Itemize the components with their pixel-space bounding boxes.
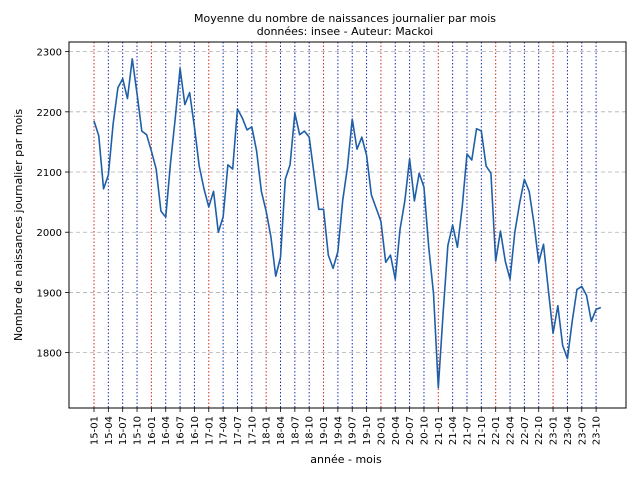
x-tick-label: 21-04 — [448, 416, 459, 445]
chart-subtitle: données: insee - Auteur: Mackoi — [257, 25, 434, 38]
series-line — [93, 58, 602, 389]
y-tick-label: 2000 — [37, 228, 62, 239]
x-tick-label: 22-10 — [534, 416, 545, 445]
x-tick-label: 20-10 — [419, 416, 430, 445]
chart-title: Moyenne du nombre de naissances journali… — [194, 12, 496, 25]
x-tick-label: 23-07 — [577, 416, 588, 445]
x-tick-label: 19-01 — [319, 416, 330, 445]
x-tick-label: 23-04 — [563, 416, 574, 445]
x-tick-label: 22-07 — [520, 416, 531, 445]
plot-area — [69, 42, 626, 408]
x-tick-label: 22-04 — [506, 416, 517, 445]
x-tick-label: 15-01 — [90, 416, 101, 445]
x-tick-label: 21-10 — [477, 416, 488, 445]
x-tick-label: 19-07 — [348, 416, 359, 445]
y-tick-label: 1800 — [37, 349, 62, 360]
y-axis-label: Nombre de naissances journalier par mois — [12, 109, 25, 341]
x-tick-label: 21-07 — [462, 416, 473, 445]
x-tick-label: 18-10 — [305, 416, 316, 445]
x-tick-label: 16-04 — [161, 416, 172, 445]
x-tick-label: 23-10 — [592, 416, 603, 445]
x-tick-label: 23-01 — [549, 416, 560, 445]
x-tick-label: 19-10 — [362, 416, 373, 445]
x-axis-label: année - mois — [310, 453, 382, 466]
x-tick-label: 22-01 — [491, 416, 502, 445]
x-tick-label: 17-07 — [233, 416, 244, 445]
x-tick-label: 15-10 — [133, 416, 144, 445]
x-tick-label: 15-07 — [118, 416, 129, 445]
x-tick-label: 17-04 — [219, 416, 230, 445]
y-tick-label: 1900 — [37, 288, 62, 299]
x-tick-label: 18-01 — [262, 416, 273, 445]
x-tick-label: 20-07 — [405, 416, 416, 445]
x-tick-label: 17-10 — [247, 416, 258, 445]
x-tick-label: 18-07 — [290, 416, 301, 445]
x-tick-label: 16-01 — [147, 416, 158, 445]
x-tick-label: 15-04 — [104, 416, 115, 445]
x-tick-label: 16-07 — [176, 416, 187, 445]
plot-frame — [68, 41, 627, 409]
x-tick-label: 21-01 — [434, 416, 445, 445]
x-tick-label: 17-01 — [204, 416, 215, 445]
x-tick-label: 19-04 — [333, 416, 344, 445]
x-tick-label: 16-10 — [190, 416, 201, 445]
x-tick-label: 20-01 — [376, 416, 387, 445]
x-tick-label: 18-04 — [276, 416, 287, 445]
x-tick-label: 20-04 — [391, 416, 402, 445]
y-tick-label: 2100 — [37, 168, 62, 179]
y-tick-label: 2300 — [37, 48, 62, 59]
y-tick-label: 2200 — [37, 108, 62, 119]
